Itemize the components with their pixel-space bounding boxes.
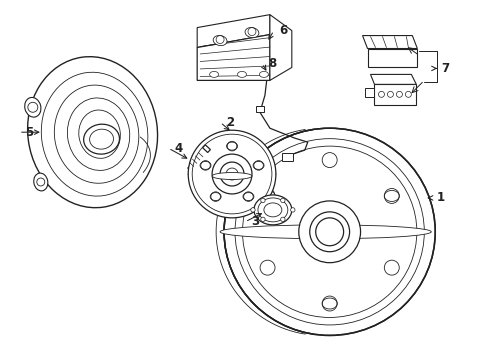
Ellipse shape <box>315 218 343 246</box>
Circle shape <box>405 91 410 97</box>
Polygon shape <box>370 75 415 84</box>
Polygon shape <box>374 84 415 105</box>
Text: 7: 7 <box>440 62 448 75</box>
Polygon shape <box>202 145 210 153</box>
Ellipse shape <box>309 212 349 252</box>
Ellipse shape <box>259 71 268 77</box>
Ellipse shape <box>188 167 275 181</box>
Text: 5: 5 <box>25 126 33 139</box>
Circle shape <box>260 260 274 275</box>
Circle shape <box>243 192 253 201</box>
Text: 1: 1 <box>436 192 445 204</box>
Circle shape <box>290 208 294 212</box>
Circle shape <box>280 217 285 221</box>
Polygon shape <box>269 15 291 80</box>
Circle shape <box>322 153 336 167</box>
Ellipse shape <box>209 71 218 77</box>
Circle shape <box>280 198 285 203</box>
Polygon shape <box>255 106 264 112</box>
Ellipse shape <box>298 201 360 263</box>
Ellipse shape <box>220 225 430 239</box>
Text: 6: 6 <box>279 24 287 37</box>
Circle shape <box>396 91 402 97</box>
Text: 3: 3 <box>250 215 259 228</box>
Ellipse shape <box>253 195 291 225</box>
Ellipse shape <box>213 36 226 46</box>
Polygon shape <box>197 35 269 80</box>
Circle shape <box>384 189 398 203</box>
Polygon shape <box>197 15 269 48</box>
Circle shape <box>210 192 220 201</box>
Circle shape <box>260 217 264 221</box>
Text: 4: 4 <box>174 141 182 155</box>
Circle shape <box>227 141 236 151</box>
Polygon shape <box>364 88 374 97</box>
Circle shape <box>260 189 274 203</box>
Polygon shape <box>367 49 416 67</box>
Circle shape <box>220 162 244 186</box>
Circle shape <box>225 168 238 180</box>
Ellipse shape <box>244 27 258 38</box>
Text: 8: 8 <box>267 57 275 70</box>
Circle shape <box>260 198 264 203</box>
Polygon shape <box>282 153 293 161</box>
Ellipse shape <box>25 98 41 117</box>
Ellipse shape <box>224 128 434 336</box>
Circle shape <box>253 161 263 170</box>
Ellipse shape <box>237 71 246 77</box>
Circle shape <box>322 296 336 311</box>
Circle shape <box>250 208 255 212</box>
Text: 2: 2 <box>225 116 234 129</box>
Circle shape <box>188 130 275 218</box>
Ellipse shape <box>212 172 251 180</box>
Circle shape <box>212 154 251 194</box>
Circle shape <box>201 161 210 170</box>
Ellipse shape <box>27 57 157 208</box>
Ellipse shape <box>34 173 48 191</box>
Circle shape <box>378 91 384 97</box>
Polygon shape <box>362 36 416 49</box>
Circle shape <box>386 91 393 97</box>
Circle shape <box>384 260 398 275</box>
